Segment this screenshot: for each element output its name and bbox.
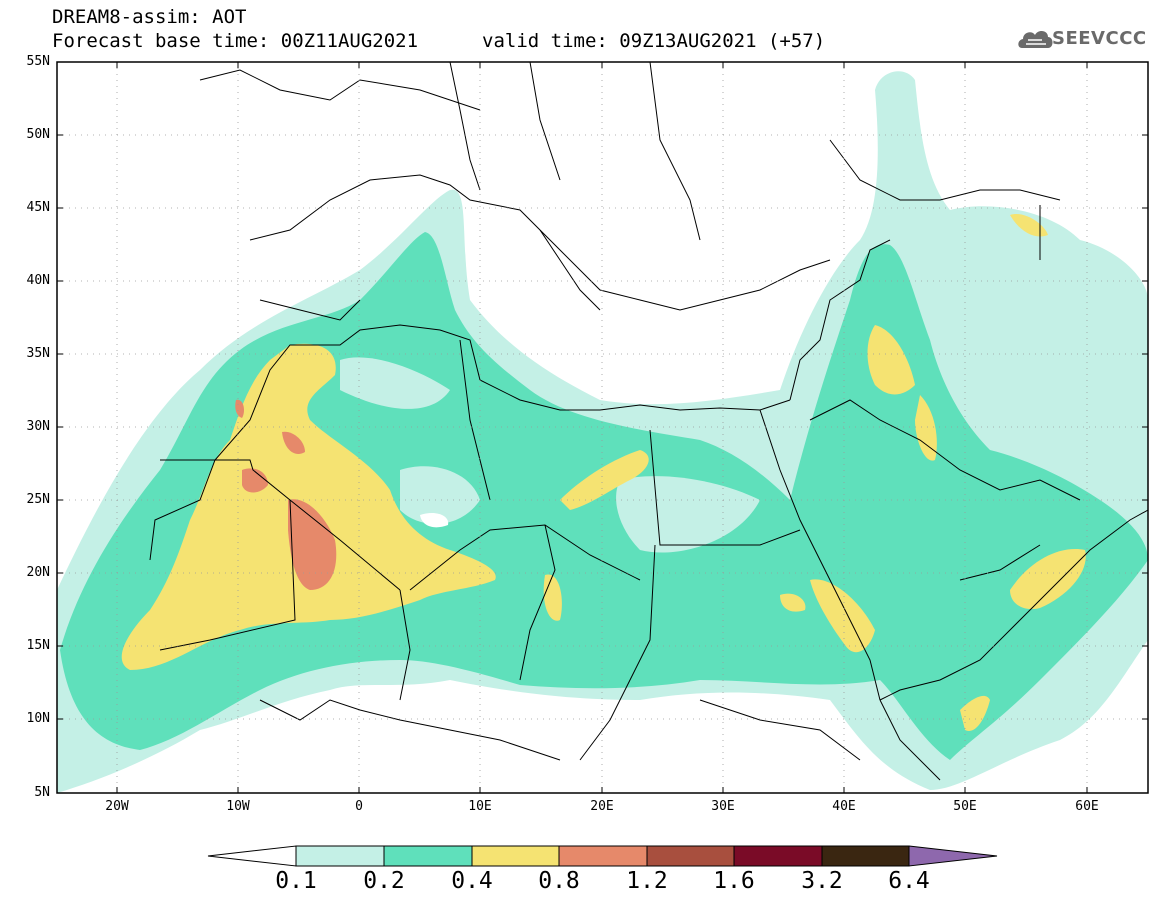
lon-label-30e: 30E bbox=[711, 799, 735, 814]
lat-label-15n: 15N bbox=[26, 638, 50, 653]
lat-label-35n: 35N bbox=[26, 346, 50, 361]
aot-contour-0.8 bbox=[288, 499, 337, 590]
map-title: DREAM8-assim: AOT bbox=[52, 6, 247, 28]
colorbar-swatch-1.6 bbox=[733, 845, 823, 867]
lat-label-30n: 30N bbox=[26, 419, 50, 434]
lat-label-40n: 40N bbox=[26, 273, 50, 288]
colorbar-label-1.6: 1.6 bbox=[713, 868, 755, 894]
colorbar-label-0.2: 0.2 bbox=[363, 868, 405, 894]
axis-ticks bbox=[57, 61, 1148, 793]
colorbar-swatch-0.1 bbox=[295, 845, 385, 867]
lat-label-50n: 50N bbox=[26, 127, 50, 142]
colorbar-swatch-0.8 bbox=[558, 845, 648, 867]
lat-label-5n: 5N bbox=[34, 785, 50, 800]
logo-text: SEEVCCC bbox=[1052, 28, 1147, 49]
colorbar-label-6.4: 6.4 bbox=[888, 868, 930, 894]
forecast-base-time: Forecast base time: 00Z11AUG2021 bbox=[52, 30, 419, 52]
colorbar-swatch-1.2 bbox=[646, 845, 735, 867]
lon-label-40e: 40E bbox=[832, 799, 856, 814]
lon-label-10e: 10E bbox=[468, 799, 492, 814]
colorbar-swatch-over bbox=[908, 845, 998, 867]
country-borders bbox=[149, 62, 1148, 781]
colorbar-label-1.2: 1.2 bbox=[626, 868, 668, 894]
lat-label-10n: 10N bbox=[26, 711, 50, 726]
colorbar-swatch-0.2 bbox=[383, 845, 473, 867]
cloud-logo-icon bbox=[1018, 31, 1053, 48]
lat-label-20n: 20N bbox=[26, 565, 50, 580]
lon-label-0: 0 bbox=[355, 799, 363, 814]
colorbar-label-0.1: 0.1 bbox=[275, 868, 317, 894]
lat-label-45n: 45N bbox=[26, 200, 50, 215]
aot-field bbox=[57, 62, 1148, 793]
lon-label-20e: 20E bbox=[590, 799, 614, 814]
colorbar bbox=[207, 845, 998, 867]
lon-label-60e: 60E bbox=[1075, 799, 1099, 814]
forecast-valid-time: valid time: 09Z13AUG2021 (+57) bbox=[482, 30, 826, 52]
colorbar-swatch-3.2 bbox=[821, 845, 910, 867]
colorbar-label-0.8: 0.8 bbox=[538, 868, 580, 894]
colorbar-label-3.2: 3.2 bbox=[801, 868, 843, 894]
lon-label-10w: 10W bbox=[226, 799, 250, 814]
colorbar-label-0.4: 0.4 bbox=[451, 868, 493, 894]
colorbar-swatch-under bbox=[207, 845, 297, 867]
lon-label-20w: 20W bbox=[105, 799, 129, 814]
colorbar-swatch-0.4 bbox=[471, 845, 560, 867]
lat-label-55n: 55N bbox=[26, 54, 50, 69]
lon-label-50e: 50E bbox=[953, 799, 977, 814]
lat-label-25n: 25N bbox=[26, 492, 50, 507]
